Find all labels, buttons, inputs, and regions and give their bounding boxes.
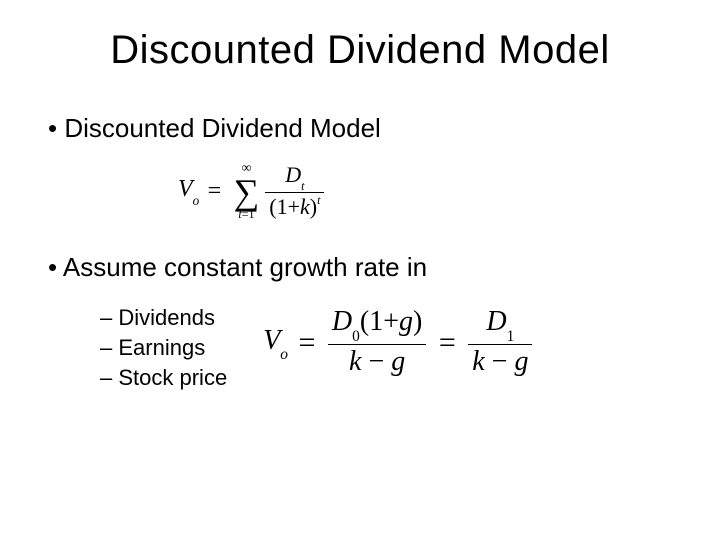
slide-title: Discounted Dividend Model: [40, 28, 680, 73]
formula-gordon-growth: Vo = D0(1+g) k − g = D1 k − g: [263, 307, 534, 377]
lhs-V: Vo: [178, 176, 199, 206]
bullet-assume: Assume constant growth rate in: [48, 252, 680, 283]
equals-sign-2b: =: [439, 326, 456, 360]
fraction-Dt-over: Dt (1+k)t: [265, 163, 324, 220]
sub-bullet-list: Dividends Earnings Stock price: [40, 303, 227, 392]
fraction-D1: D1 k − g: [468, 307, 532, 377]
sub-bullet-stockprice: Stock price: [100, 363, 227, 393]
sub-bullet-earnings: Earnings: [100, 333, 227, 363]
fraction-D0-1plusg: D0(1+g) k − g: [328, 307, 426, 377]
equals-sign-2a: =: [299, 326, 316, 360]
bullet-ddm: Discounted Dividend Model: [48, 113, 680, 144]
lower-row: Dividends Earnings Stock price Vo = D0(1…: [40, 301, 680, 392]
formula-ddm-sum: Vo = ∞ ∑ t=1 Dt (1+k)t: [178, 162, 680, 220]
sigma-icon: ∞ ∑ t=1: [234, 162, 260, 220]
equals-sign: =: [208, 178, 222, 205]
lhs-V2: Vo: [263, 325, 288, 361]
sub-bullet-dividends: Dividends: [100, 303, 227, 333]
slide: Discounted Dividend Model Discounted Div…: [0, 0, 720, 540]
